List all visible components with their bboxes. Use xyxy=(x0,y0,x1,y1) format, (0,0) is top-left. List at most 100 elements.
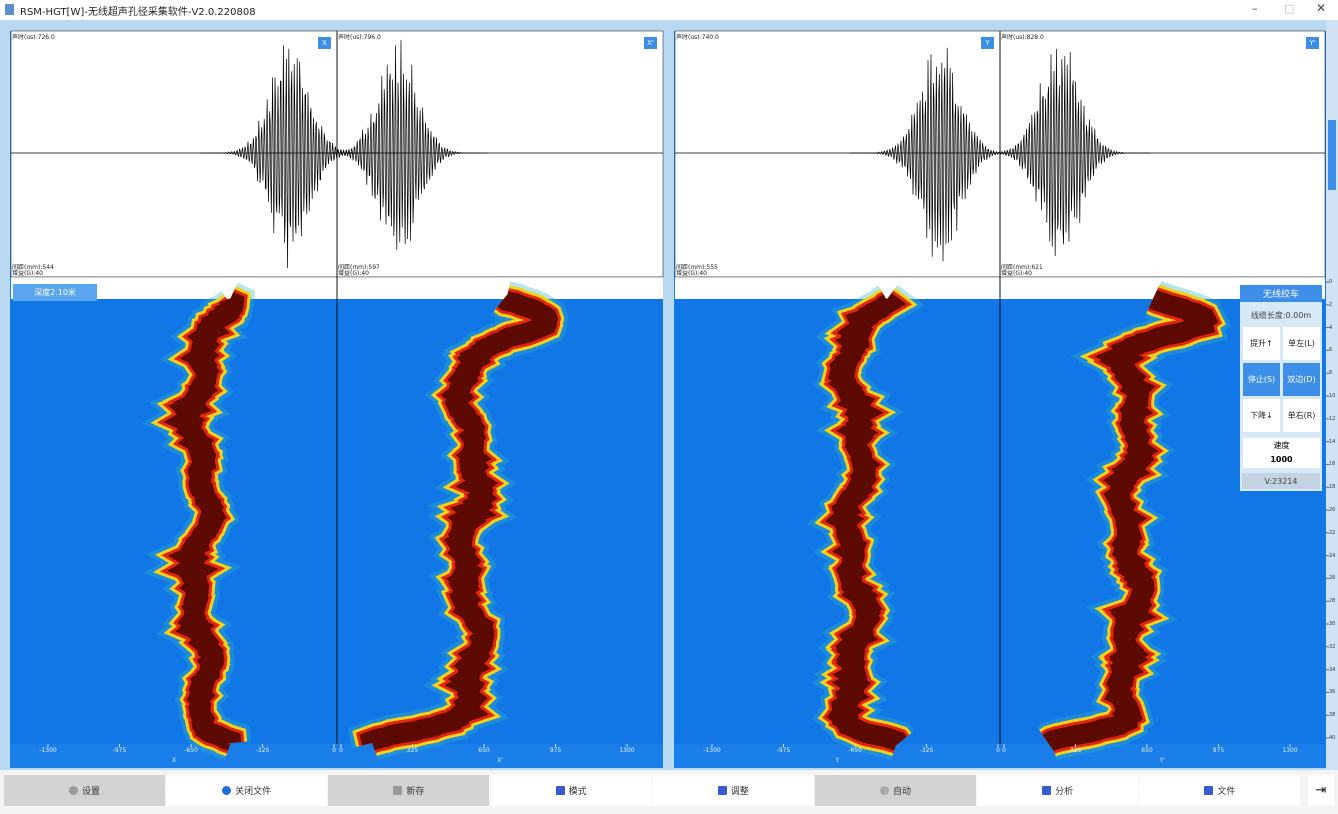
axis-tick-label: -975 xyxy=(112,747,127,754)
depth-tick-label: 4 xyxy=(1329,324,1333,331)
winch-button[interactable]: 提升↑ xyxy=(1243,327,1280,360)
axis-label: X xyxy=(171,757,177,764)
depth-tick-label: 20 xyxy=(1329,507,1336,513)
axis-label: Y' xyxy=(1159,757,1166,764)
voltage: V:23214 xyxy=(1242,473,1320,489)
depth-tick-label: 8 xyxy=(1329,370,1333,377)
channel-button[interactable]: Y' xyxy=(1306,37,1319,49)
title-bar: RSM-HGT[W]-无线超声孔径采集软件-V2.0.220808 – □ ✕ xyxy=(0,0,1338,20)
waveform xyxy=(970,48,1150,257)
exit-button[interactable]: ⇥ xyxy=(1308,775,1334,806)
axis-tick-label: 0 xyxy=(339,747,343,754)
wave-gain: 增益(G):40 xyxy=(12,270,43,277)
toolbar-button[interactable]: 新存 xyxy=(328,775,490,806)
axis-tick-label: 325 xyxy=(1069,747,1082,754)
button-icon xyxy=(1204,786,1214,795)
button-icon xyxy=(555,786,565,795)
toolbar-button[interactable]: 模式 xyxy=(490,775,652,806)
button-label: 调整 xyxy=(730,787,749,797)
toolbar-button[interactable]: 设置 xyxy=(4,775,165,806)
winch-button[interactable]: 下降↓ xyxy=(1243,399,1280,432)
axis-tick-label: -1300 xyxy=(703,747,721,754)
winch-button[interactable]: 单右(R) xyxy=(1283,399,1320,432)
button-label: 模式 xyxy=(568,787,587,797)
button-label: 文件 xyxy=(1217,787,1236,797)
depth-tick-label: 18 xyxy=(1329,484,1336,491)
depth-tick-label: 6 xyxy=(1329,347,1333,354)
side-strip xyxy=(1326,20,1338,770)
toolbar-button[interactable]: 调整 xyxy=(652,775,814,806)
button-icon xyxy=(222,786,232,795)
depth-tick-label: 0 xyxy=(1329,279,1333,285)
axis-tick-label: -975 xyxy=(776,747,791,754)
depth-tick-label: 32 xyxy=(1329,643,1336,650)
wave-time: 声时(us):796.0 xyxy=(338,34,381,41)
wave-gain: 增益(G):40 xyxy=(676,270,707,277)
wave-distance: 间距(mm):597 xyxy=(338,264,380,271)
button-label: 关闭文件 xyxy=(235,787,272,797)
depth-tick-label: 28 xyxy=(1329,598,1336,605)
channel-button[interactable]: Y xyxy=(981,37,994,49)
axis-tick-label: -325 xyxy=(919,747,934,754)
winch-button[interactable]: 双边(D) xyxy=(1283,363,1320,396)
axis-tick-label: 650 xyxy=(1141,747,1153,754)
axis-label: Y xyxy=(835,757,840,764)
wave-distance: 间距(mm):621 xyxy=(1001,264,1043,271)
wave-gain: 增益(G):40 xyxy=(1001,270,1032,277)
speed-label[interactable]: 速度 xyxy=(1243,438,1320,452)
axis-tick-label: 325 xyxy=(406,747,419,754)
winch-button[interactable]: 停止(S) xyxy=(1243,363,1280,396)
axis-label: X' xyxy=(497,757,503,764)
toolbar-button[interactable]: 关闭文件 xyxy=(166,775,328,806)
axis-tick-label: 1300 xyxy=(619,747,635,754)
side-tab[interactable] xyxy=(1328,120,1336,190)
toolbar-button[interactable]: 文件 xyxy=(1139,775,1301,806)
trace-core xyxy=(824,292,907,751)
axis-tick-label: -1300 xyxy=(39,747,57,754)
axis-tick-label: 650 xyxy=(478,747,490,754)
window-title: RSM-HGT[W]-无线超声孔径采集软件-V2.0.220808 xyxy=(20,7,256,18)
speed-value[interactable]: 1000 xyxy=(1243,451,1320,468)
close[interactable]: ✕ xyxy=(1316,1,1327,15)
depth-tick-label: 40 xyxy=(1329,735,1336,741)
wave-time: 声时(us):740.0 xyxy=(676,34,719,41)
depth-tick-label: 22 xyxy=(1329,529,1336,536)
depth-label: 深度2.10米 xyxy=(13,284,97,301)
trace-core xyxy=(359,291,559,751)
trace-core xyxy=(163,291,245,751)
axis-tick-label: 0 xyxy=(1002,747,1006,754)
axis-tick-label: -650 xyxy=(184,747,198,754)
maximize[interactable]: □ xyxy=(1284,2,1295,15)
button-icon xyxy=(717,786,727,795)
depth-tick-label: 38 xyxy=(1329,712,1336,719)
wave-time: 声时(us):828.0 xyxy=(1001,34,1044,41)
depth-tick-label: 30 xyxy=(1329,621,1336,627)
wave-distance: 间距(mm):555 xyxy=(676,264,718,271)
axis-tick-label: -325 xyxy=(255,747,270,754)
cable-length: 线缆长度:0.00m xyxy=(1250,310,1312,320)
channel-button[interactable]: X' xyxy=(644,37,657,49)
wave-gain: 增益(G):40 xyxy=(338,270,369,277)
button-label: 新存 xyxy=(406,787,425,797)
button-icon xyxy=(879,786,889,795)
minimize[interactable]: – xyxy=(1252,2,1258,15)
axis-tick-label: 975 xyxy=(549,747,562,754)
button-label: 自动 xyxy=(892,787,911,797)
button-icon xyxy=(68,786,78,795)
trace-core xyxy=(1042,289,1219,752)
depth-tick-label: 36 xyxy=(1329,689,1336,696)
toolbar-button[interactable]: 自动 xyxy=(815,775,976,806)
wave-distance: 间距(mm):544 xyxy=(12,264,54,271)
winch-title: 无线绞车 xyxy=(1240,285,1322,302)
axis-tick-label: 0 xyxy=(996,747,1000,754)
axis-tick-label: -650 xyxy=(848,747,862,754)
button-label: 设置 xyxy=(81,787,100,797)
channel-button[interactable]: X xyxy=(318,37,331,49)
axis-tick-label: 0 xyxy=(332,747,336,754)
button-label: 分析 xyxy=(1055,787,1074,797)
button-icon xyxy=(393,786,403,795)
winch-button[interactable]: 单左(L) xyxy=(1283,327,1320,360)
app-icon xyxy=(5,4,14,15)
toolbar-button[interactable]: 分析 xyxy=(977,775,1139,806)
